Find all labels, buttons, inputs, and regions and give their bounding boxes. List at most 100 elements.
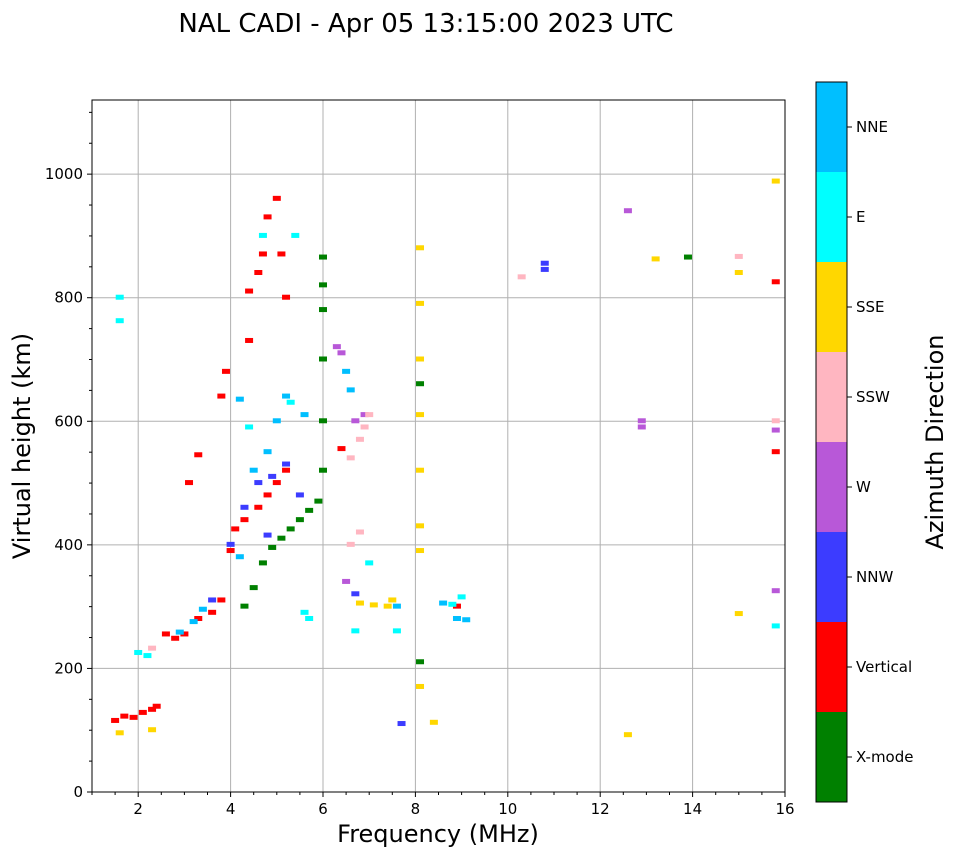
colorbar-tick-label: Vertical: [856, 658, 912, 676]
data-point: [540, 266, 549, 272]
data-point: [240, 517, 249, 523]
colorbar-tick-label: NNE: [856, 118, 888, 136]
data-point: [282, 294, 291, 300]
chart-title: NAL CADI - Apr 05 13:15:00 2023 UTC: [178, 9, 673, 39]
data-point: [397, 721, 406, 727]
data-point: [263, 449, 272, 455]
data-point: [734, 611, 743, 617]
data-point: [286, 526, 295, 532]
data-point: [272, 418, 281, 424]
data-point: [175, 629, 184, 635]
data-point: [462, 617, 471, 623]
data-point: [254, 504, 263, 510]
data-point: [282, 393, 291, 399]
colorbar-tick-label: X-mode: [856, 748, 913, 766]
colorbar: X-mode Vertical NNW W SSW SSE E NNE: [815, 81, 913, 803]
data-point: [416, 245, 425, 251]
data-point: [138, 709, 147, 715]
data-point: [129, 714, 138, 720]
data-point: [452, 616, 461, 621]
data-point: [346, 541, 355, 547]
data-point: [249, 585, 258, 591]
data-point: [346, 387, 355, 393]
data-point: [240, 603, 249, 609]
data-point: [771, 427, 780, 433]
data-point: [319, 307, 327, 313]
colorbar-tick-label: SSE: [856, 298, 885, 316]
data-point: [416, 300, 425, 306]
data-point: [249, 467, 258, 473]
data-point: [152, 703, 161, 709]
colorbar-segment: [816, 712, 847, 802]
data-point: [295, 517, 304, 523]
x-tick-label: 6: [318, 800, 328, 818]
data-point: [254, 270, 263, 275]
data-point: [365, 560, 374, 566]
data-point: [416, 659, 425, 665]
data-point: [355, 600, 364, 606]
data-point: [734, 270, 743, 275]
data-point: [429, 719, 438, 725]
data-point: [148, 727, 157, 733]
x-tick-label: 10: [498, 800, 517, 818]
data-point: [734, 253, 743, 259]
x-tick-label: 4: [226, 800, 236, 818]
data-point: [637, 418, 646, 424]
data-point: [263, 492, 272, 498]
data-point: [300, 609, 309, 615]
data-point: [226, 541, 235, 547]
y-tick-label: 0: [73, 783, 83, 801]
data-point: [235, 554, 244, 560]
data-point: [148, 706, 157, 712]
data-point: [319, 418, 327, 424]
y-tick-label: 400: [54, 536, 83, 554]
data-point: [342, 578, 351, 584]
data-point: [258, 560, 267, 566]
data-point: [240, 504, 249, 510]
x-tick-label: 8: [411, 800, 421, 818]
x-tick-label: 16: [775, 800, 794, 818]
data-point: [683, 254, 692, 260]
data-point: [623, 732, 632, 738]
data-point: [637, 424, 646, 430]
data-point: [208, 597, 217, 603]
grid-lines: [92, 100, 786, 793]
data-point: [416, 356, 425, 362]
data-point: [226, 548, 235, 554]
data-point: [369, 602, 378, 608]
data-point: [360, 424, 369, 430]
colorbar-tick-label: W: [856, 478, 871, 496]
data-point: [268, 544, 277, 550]
data-point: [295, 492, 304, 498]
data-point: [771, 279, 780, 285]
colorbar-label: Azimuth Direction: [921, 335, 949, 550]
data-point: [332, 344, 341, 350]
data-point: [148, 645, 157, 651]
data-point: [623, 208, 632, 214]
data-point: [268, 473, 277, 479]
series-nnw: [208, 260, 549, 727]
series-w: [332, 208, 780, 594]
data-point: [115, 318, 124, 324]
y-tick-label: 1000: [45, 165, 83, 183]
data-point: [392, 628, 401, 634]
data-point: [198, 606, 207, 612]
echo-points: [111, 178, 780, 738]
data-point: [272, 195, 281, 201]
data-point: [120, 713, 129, 719]
y-tick-label: 800: [54, 289, 83, 307]
data-point: [346, 455, 355, 461]
data-point: [263, 532, 272, 538]
data-point: [517, 274, 526, 280]
data-point: [111, 717, 120, 723]
data-point: [258, 251, 267, 257]
data-point: [314, 498, 323, 504]
data-point: [282, 467, 291, 473]
data-point: [208, 609, 217, 615]
data-point: [416, 467, 425, 473]
data-point: [235, 396, 244, 402]
data-point: [416, 412, 425, 418]
data-point: [161, 631, 170, 637]
data-point: [194, 452, 203, 458]
